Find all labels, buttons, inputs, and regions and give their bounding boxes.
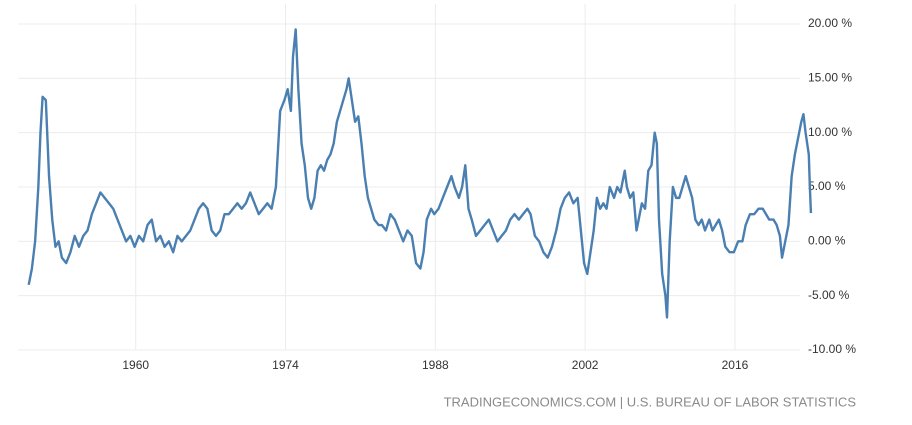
y-tick-label: 15.00 % — [808, 71, 852, 85]
x-tick-label: 1988 — [422, 358, 449, 372]
x-tick-label: 2016 — [722, 358, 749, 372]
y-tick-label: 20.00 % — [808, 16, 852, 30]
y-tick-label: -10.00 % — [808, 342, 856, 356]
y-tick-label: 10.00 % — [808, 125, 852, 139]
x-tick-label: 1974 — [272, 358, 299, 372]
y-tick-label: 5.00 % — [808, 179, 846, 193]
y-tick-label: 0.00 % — [808, 234, 846, 248]
data-line — [27, 28, 813, 319]
x-tick-label: 2002 — [572, 358, 599, 372]
source: TRADINGECONOMICS.COM | U.S. BUREAU OF LA… — [444, 394, 857, 409]
y-tick-label: -5.00 % — [808, 288, 850, 302]
x-tick-label: 1960 — [122, 358, 149, 372]
